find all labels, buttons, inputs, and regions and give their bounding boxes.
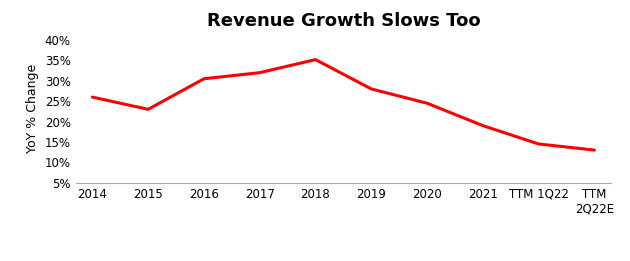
Revenue bbox=[144, 108, 152, 111]
Revenue bbox=[479, 124, 486, 127]
Title: Revenue Growth Slows Too: Revenue Growth Slows Too bbox=[207, 11, 480, 29]
Revenue bbox=[367, 87, 375, 91]
Revenue bbox=[535, 143, 542, 146]
Revenue bbox=[200, 77, 208, 80]
Revenue bbox=[590, 149, 598, 152]
Revenue bbox=[312, 58, 319, 61]
Line: Revenue: Revenue bbox=[93, 60, 594, 150]
Revenue bbox=[256, 71, 263, 74]
Y-axis label: YoY % Change: YoY % Change bbox=[26, 64, 39, 153]
Revenue bbox=[89, 96, 96, 99]
Revenue bbox=[423, 102, 431, 105]
